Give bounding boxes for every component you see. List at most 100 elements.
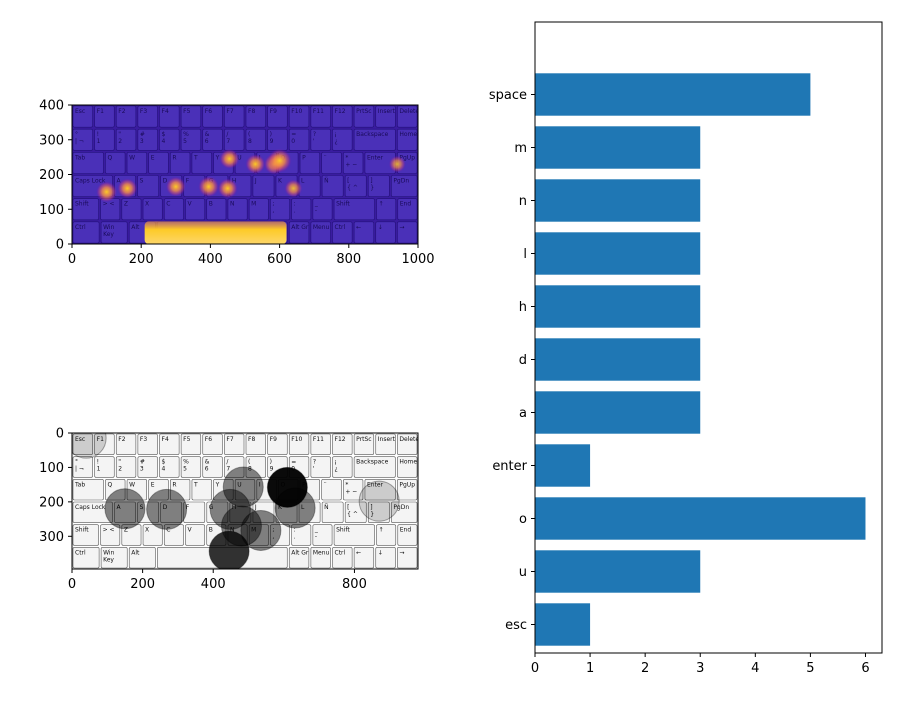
key-8: (8: [245, 456, 266, 478]
key-label: ': [313, 138, 315, 145]
key-label: Ctrl: [335, 549, 346, 556]
key-label: Ctrl: [75, 224, 86, 231]
key-label: Z: [124, 201, 128, 208]
key-f: F: [183, 501, 206, 523]
key-label: D: [163, 504, 168, 511]
key-blank: *+ ~: [343, 479, 364, 501]
key-f5: F5: [180, 105, 202, 128]
key-insert: Insert: [375, 433, 396, 455]
scatter-y-axis: 0 100 200 300: [39, 427, 72, 545]
key-3: #3: [137, 456, 158, 478]
key-label: F1: [97, 436, 104, 443]
key-label: Delete: [399, 436, 419, 443]
key-label: ¡: [335, 131, 337, 138]
key-label: 2: [118, 466, 122, 473]
key-shift: Shift: [333, 524, 375, 546]
key-4: $4: [159, 128, 180, 151]
scatter-point-m: [240, 509, 282, 551]
key-menu: Menu: [310, 221, 331, 244]
heatmap-panel: Esc F1 F2 F3 F4 F5 F6 F7 F8 F9 F10 F11 F12 PrtSc Inser…: [39, 99, 434, 268]
key-label: F12: [335, 108, 346, 115]
bar-l: [535, 232, 701, 275]
key-label: ;: [272, 527, 274, 534]
x-tick-label: 800: [336, 252, 361, 267]
key-f9: F9: [267, 433, 288, 455]
key-blank: →: [397, 221, 418, 244]
key-backspace: Backspace: [353, 456, 396, 478]
key-d: D: [160, 501, 183, 523]
key-m: M: [248, 198, 269, 221]
key-delete: Delete: [397, 433, 419, 455]
key-label: Insert: [378, 436, 396, 443]
heat-spot: [217, 178, 238, 199]
key-label: Caps Lock: [75, 178, 106, 185]
key-label: F11: [313, 108, 324, 115]
key-shift: Shift: [72, 198, 99, 221]
y-tick-label: space: [489, 88, 527, 103]
key-label: &: [205, 131, 210, 138]
key-label: ↑: [379, 201, 384, 208]
key-f11: F11: [310, 433, 331, 455]
key-label: E: [151, 154, 155, 161]
y-tick-label: o: [519, 512, 527, 527]
key-label: E: [151, 481, 155, 488]
key-label: ←: [356, 224, 361, 231]
key-7: /7: [224, 456, 245, 478]
key-label: $: [162, 131, 166, 138]
key-label: 1: [97, 466, 101, 473]
key-blank: ¡¿: [332, 128, 353, 151]
key-label: %: [183, 459, 189, 466]
key-label: B: [209, 527, 213, 534]
key-label: End: [400, 201, 412, 208]
key-blank: ¨: [321, 152, 342, 174]
key-label: 0: [291, 138, 295, 145]
key-label: PgDn: [393, 504, 409, 511]
key-label: Menu: [313, 549, 330, 556]
key-6: &6: [202, 456, 223, 478]
key-label: Shift: [75, 527, 89, 534]
x-tick-label: 3: [696, 661, 704, 676]
key-alt: Alt: [128, 547, 156, 569]
heat-spot: [388, 155, 406, 173]
key-label: H: [232, 504, 237, 511]
key-r: R: [170, 479, 191, 501]
x-tick-label: 1000: [401, 252, 434, 267]
key-2: "2: [115, 128, 137, 151]
key-label: Tab: [74, 481, 85, 488]
key-shift: Shift: [72, 524, 99, 546]
key-label: { ^: [347, 511, 358, 518]
key-label: Alt Gr: [291, 224, 309, 231]
key-label: /: [226, 459, 229, 466]
y-tick-label: 300: [39, 133, 64, 148]
key-label: F10: [291, 436, 302, 443]
key-label: Z: [124, 527, 128, 534]
key-label: Caps Lock: [75, 504, 106, 511]
key-t: T: [191, 152, 212, 174]
key-label: J: [254, 504, 257, 511]
scatter-point-u: [222, 466, 264, 508]
key-label: *: [345, 481, 348, 488]
key-label: F8: [248, 108, 255, 115]
key-blank: ¡¿: [332, 456, 353, 478]
key-enter: Enter: [364, 479, 396, 501]
key-label: Backspace: [356, 131, 388, 138]
key-home: Home: [397, 456, 417, 478]
y-tick-label: 100: [39, 203, 64, 218]
x-tick-label: 400: [198, 252, 223, 267]
key-e: E: [148, 152, 169, 174]
key-label: 5: [183, 466, 187, 473]
key-0: =0: [288, 128, 310, 151]
key-caps-lock: Caps Lock: [72, 501, 113, 523]
key-f2: F2: [115, 433, 137, 455]
key-ctrl: Ctrl: [332, 221, 353, 244]
key-5: %5: [180, 456, 202, 478]
key-f12: F12: [332, 105, 353, 128]
key-label: + ~: [345, 488, 357, 495]
key-label: Win: [103, 224, 114, 231]
key-label: ': [313, 466, 315, 473]
key-end: End: [397, 524, 418, 546]
heatmap-background: [72, 105, 418, 244]
key-label: $: [162, 459, 166, 466]
key-label: M: [251, 527, 256, 534]
